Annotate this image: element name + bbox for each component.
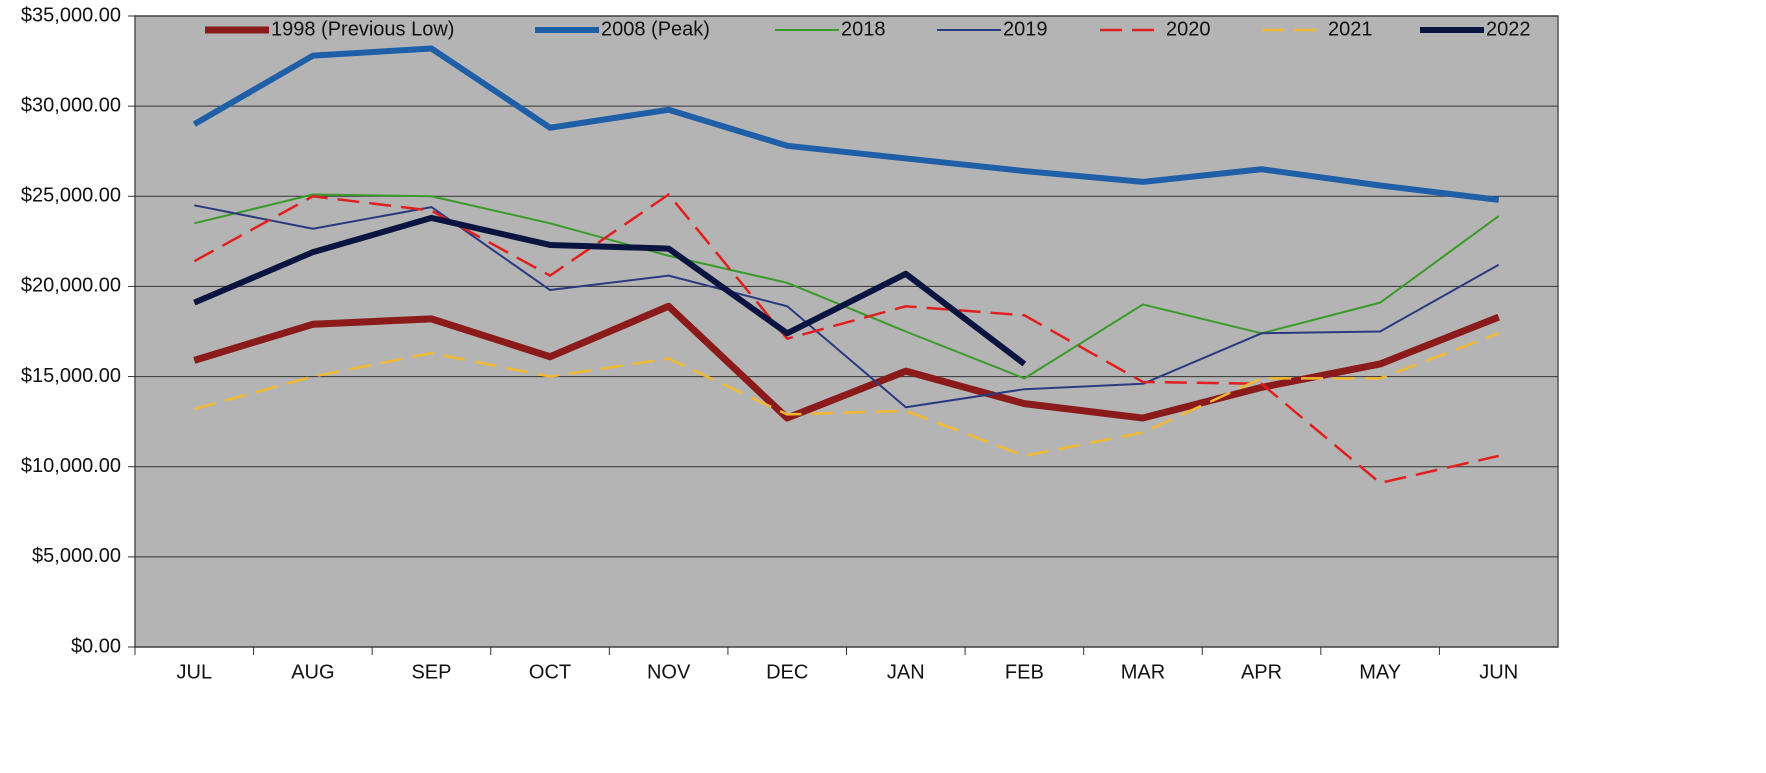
x-tick-label: NOV: [647, 661, 691, 683]
y-tick-label: $10,000.00: [21, 455, 121, 477]
legend-label: 2022: [1486, 18, 1531, 40]
y-tick-label: $0.00: [71, 635, 121, 657]
x-tick-label: APR: [1241, 661, 1282, 683]
legend-label: 2020: [1166, 18, 1211, 40]
x-tick-label: JAN: [887, 661, 925, 683]
series-line: [192, 45, 1500, 203]
legend-label: 2008 (Peak): [601, 18, 710, 40]
series-line: [193, 332, 1500, 458]
y-tick-label: $5,000.00: [32, 545, 121, 567]
series-line: [193, 302, 1500, 422]
x-tick-label: DEC: [766, 661, 808, 683]
legend-label: 2019: [1003, 18, 1048, 40]
series-line: [194, 193, 1500, 380]
y-tick-label: $35,000.00: [21, 4, 121, 26]
legend-label: 1998 (Previous Low): [271, 18, 454, 40]
y-tick-label: $30,000.00: [21, 94, 121, 116]
series-line: [193, 214, 1027, 367]
x-tick-label: JUN: [1479, 661, 1518, 683]
y-tick-label: $15,000.00: [21, 365, 121, 387]
series-line: [193, 193, 1499, 485]
x-tick-label: JUL: [177, 661, 213, 683]
legend-label: 2021: [1328, 18, 1373, 40]
series-line: [194, 204, 1500, 409]
x-tick-label: SEP: [411, 661, 451, 683]
x-tick-label: AUG: [291, 661, 334, 683]
x-tick-label: MAY: [1359, 661, 1401, 683]
y-tick-label: $20,000.00: [21, 275, 121, 297]
legend-label: 2018: [841, 18, 886, 40]
y-tick-label: $25,000.00: [21, 185, 121, 207]
x-tick-label: FEB: [1005, 661, 1044, 683]
x-tick-label: MAR: [1121, 661, 1165, 683]
x-tick-label: OCT: [529, 661, 571, 683]
